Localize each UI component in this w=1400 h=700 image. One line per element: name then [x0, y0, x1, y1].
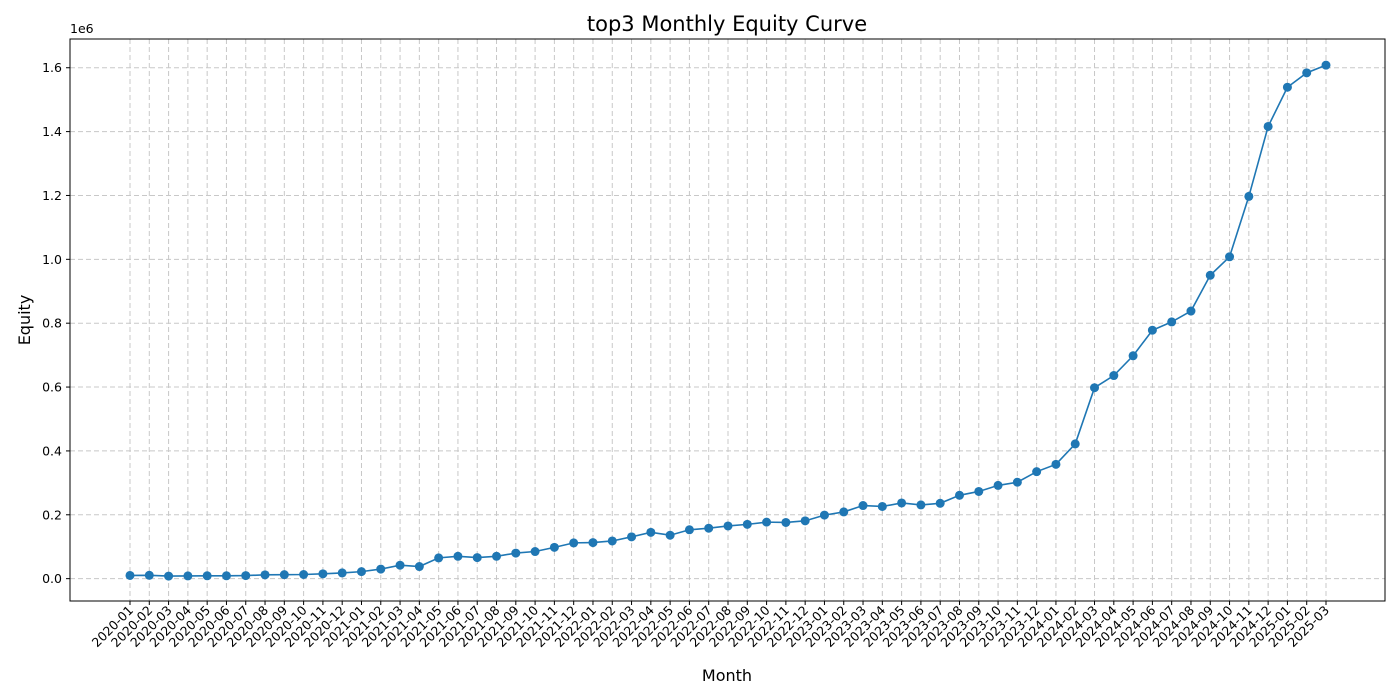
data-point — [492, 551, 502, 561]
data-point — [954, 490, 964, 500]
data-point — [202, 571, 212, 581]
y-tick-label: 1.0 — [42, 252, 62, 267]
data-point — [1225, 252, 1235, 262]
data-point — [588, 538, 598, 548]
data-point — [1302, 68, 1312, 78]
data-point — [819, 510, 829, 520]
data-point — [221, 571, 231, 581]
data-point — [974, 486, 984, 496]
data-point — [858, 501, 868, 511]
data-point — [916, 500, 926, 510]
y-axis-offset-label: 1e6 — [70, 21, 94, 36]
data-point — [1012, 477, 1022, 487]
data-point — [627, 532, 637, 542]
data-point — [1167, 317, 1177, 327]
data-point — [511, 548, 521, 558]
data-point — [164, 571, 174, 581]
data-point — [1090, 383, 1100, 393]
data-point — [241, 571, 251, 581]
y-tick-label: 1.2 — [42, 188, 62, 203]
data-point — [549, 542, 559, 552]
y-tick-label: 1.6 — [42, 60, 62, 75]
data-point — [395, 560, 405, 570]
data-point — [1282, 82, 1292, 92]
data-point — [299, 569, 309, 579]
data-point — [337, 568, 347, 578]
y-tick-label: 0.2 — [42, 507, 62, 522]
data-point — [704, 523, 714, 533]
data-point — [742, 519, 752, 529]
data-point — [1070, 439, 1080, 449]
data-point — [839, 507, 849, 517]
data-point — [762, 517, 772, 527]
data-point — [607, 536, 617, 546]
grid — [70, 39, 1385, 601]
data-point — [897, 498, 907, 508]
data-point — [1051, 459, 1061, 469]
data-point — [376, 564, 386, 574]
data-point — [684, 525, 694, 535]
data-point — [646, 527, 656, 537]
data-point — [1205, 270, 1215, 280]
data-point — [453, 551, 463, 561]
data-point — [1186, 306, 1196, 316]
data-point — [318, 569, 328, 579]
data-point — [723, 521, 733, 531]
data-point — [665, 530, 675, 540]
data-point — [183, 571, 193, 581]
y-axis-title: Equity — [15, 295, 34, 346]
data-point — [1032, 467, 1042, 477]
y-tick-label: 0.8 — [42, 316, 62, 331]
y-tick-label: 0.6 — [42, 380, 62, 395]
data-point — [1244, 191, 1254, 201]
chart-title: top3 Monthly Equity Curve — [587, 12, 867, 36]
data-point — [144, 570, 154, 580]
data-point — [414, 562, 424, 572]
data-point — [1109, 371, 1119, 381]
data-point — [993, 480, 1003, 490]
data-point — [935, 498, 945, 508]
data-point — [434, 553, 444, 563]
data-point — [781, 517, 791, 527]
y-axis: 0.0 0.2 0.4 0.6 0.8 1.0 1.2 1.4 1.6 — [42, 60, 70, 586]
data-point — [1128, 351, 1138, 361]
data-point — [1321, 60, 1331, 70]
y-tick-label: 0.0 — [42, 571, 62, 586]
data-point — [1263, 121, 1273, 131]
data-point — [569, 538, 579, 548]
data-point — [125, 570, 135, 580]
data-point — [472, 553, 482, 563]
data-point — [1147, 325, 1157, 335]
data-point — [877, 501, 887, 511]
series-line-group — [125, 60, 1331, 581]
data-point — [279, 570, 289, 580]
y-tick-label: 0.4 — [42, 443, 62, 458]
data-point — [530, 547, 540, 557]
data-point — [800, 516, 810, 526]
data-point — [356, 567, 366, 577]
x-axis-title: Month — [702, 666, 752, 685]
data-point — [260, 570, 270, 580]
y-tick-label: 1.4 — [42, 124, 62, 139]
